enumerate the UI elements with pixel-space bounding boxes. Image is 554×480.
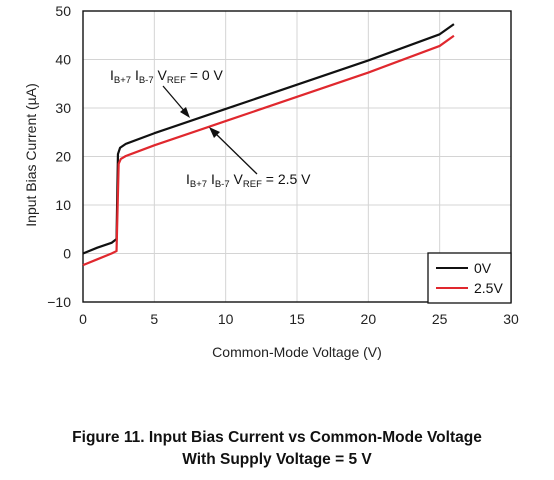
- series-line-0v: [82, 23, 455, 255]
- figure-caption: Figure 11. Input Bias Current vs Common-…: [0, 427, 554, 471]
- annotation-0v-arrow: [162, 85, 187, 114]
- legend-label-0v: 0V: [474, 260, 492, 276]
- x-tick-label-10: 10: [218, 311, 234, 327]
- x-tick-label-0: 0: [79, 311, 87, 327]
- caption-line-1: Figure 11. Input Bias Current vs Common-…: [72, 429, 482, 446]
- series-lines: [82, 23, 455, 267]
- annotation-0v: IB+7 IB-7 VREF = 0 V: [110, 67, 224, 118]
- axes: [82, 10, 512, 303]
- annotation-2p5v-text: IB+7 IB-7 VREF = 2.5 V: [186, 171, 311, 190]
- x-tick-label-25: 25: [432, 311, 448, 327]
- x-tick-label-20: 20: [361, 311, 377, 327]
- y-tick-label-0: 0: [63, 246, 71, 262]
- grid: [83, 11, 511, 302]
- y-tick-label-20: 20: [55, 149, 71, 165]
- x-tick-label-30: 30: [503, 311, 519, 327]
- annotation-0v-text: IB+7 IB-7 VREF = 0 V: [110, 67, 224, 86]
- y-tick-label-30: 30: [55, 100, 71, 116]
- annotation-2p5v-arrow: [214, 132, 258, 175]
- annotation-2p5v: IB+7 IB-7 VREF = 2.5 V: [186, 127, 311, 190]
- tick-labels: 0 5 10 15 20 25 30 −10 0 10 20 30 40 50: [47, 3, 519, 327]
- annotation-0v-arrowhead: [180, 107, 190, 118]
- x-axis-label: Common-Mode Voltage (V): [212, 344, 382, 360]
- annotation-2p5v-arrowhead: [209, 127, 220, 138]
- y-tick-label-40: 40: [55, 52, 71, 68]
- plot-frame: [82, 10, 512, 303]
- y-tick-label-50: 50: [55, 3, 71, 19]
- legend-box: [427, 252, 512, 304]
- legend: 0V 2.5V: [427, 252, 512, 304]
- y-tick-label-10: 10: [55, 197, 71, 213]
- x-tick-label-5: 5: [150, 311, 158, 327]
- caption-line-2: With Supply Voltage = 5 V: [182, 451, 372, 468]
- y-axis-label: Input Bias Current (µA): [23, 83, 39, 226]
- x-tick-label-15: 15: [289, 311, 305, 327]
- y-tick-label--10: −10: [47, 294, 71, 310]
- series-line-2p5v: [82, 34, 455, 267]
- legend-label-2p5v: 2.5V: [474, 280, 503, 296]
